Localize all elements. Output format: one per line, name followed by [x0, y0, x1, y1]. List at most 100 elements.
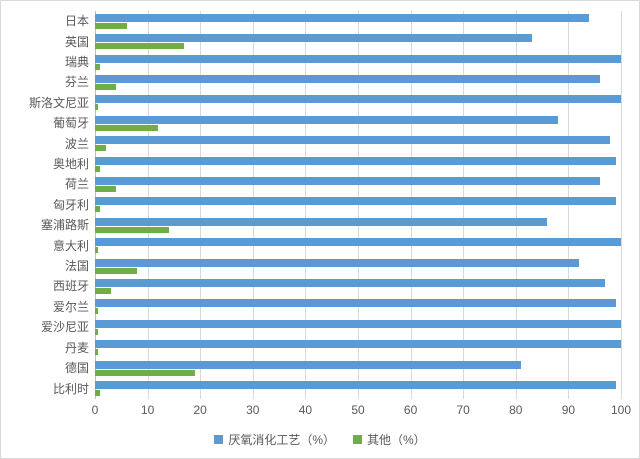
bar-group: [95, 54, 621, 70]
bar-series-0: [95, 13, 590, 22]
legend-swatch-icon: [214, 434, 224, 444]
bar-series-1: [95, 369, 195, 376]
bar-series-0: [95, 319, 621, 328]
y-axis: 日本英国瑞典芬兰斯洛文尼亚葡萄牙波兰奥地利荷兰匈牙利塞浦路斯意大利法国西班牙爱尔…: [9, 11, 95, 399]
bar-series-1: [95, 124, 159, 131]
bar-series-0: [95, 176, 600, 185]
legend: 厌氧消化工艺（%） 其他（%）: [1, 420, 639, 458]
bar-group: [95, 319, 621, 335]
y-axis-label: 葡萄牙: [52, 116, 89, 131]
bar-group: [95, 156, 621, 172]
y-axis-label: 法国: [64, 259, 89, 274]
bar-series-0: [95, 156, 616, 165]
bar-series-1: [95, 328, 98, 335]
bar-group: [95, 74, 621, 90]
x-axis-label: 80: [509, 403, 523, 417]
bar-group: [95, 360, 621, 376]
bar-group: [95, 340, 621, 356]
bar-series-0: [95, 360, 522, 369]
bar-rows: [95, 11, 621, 399]
bar-series-0: [95, 381, 616, 390]
bar-group: [95, 217, 621, 233]
bar-series-1: [95, 63, 101, 70]
bar-series-0: [95, 95, 621, 104]
bar-series-0: [95, 34, 532, 43]
bar-group: [95, 176, 621, 192]
y-axis-label: 荷兰: [64, 177, 89, 192]
bar-series-0: [95, 278, 606, 287]
legend-item-0: 厌氧消化工艺（%）: [214, 431, 335, 448]
y-axis-label: 波兰: [64, 136, 89, 151]
y-axis-label: 西班牙: [52, 279, 89, 294]
bar-group: [95, 34, 621, 50]
bar-series-1: [95, 247, 98, 254]
bar-series-1: [95, 165, 101, 172]
bar-series-1: [95, 226, 169, 233]
x-axis-label: 20: [193, 403, 207, 417]
bar-group: [95, 238, 621, 254]
x-axis-label: 30: [246, 403, 260, 417]
bar-series-0: [95, 340, 621, 349]
bar-series-0: [95, 54, 621, 63]
bar-series-1: [95, 145, 106, 152]
y-axis-label: 匈牙利: [52, 197, 89, 212]
x-axis: 0 10 20 30 40 50 60 70 80 90 100: [91, 403, 631, 420]
y-axis-label: 德国: [64, 361, 89, 376]
x-axis-label: 10: [140, 403, 155, 417]
legend-swatch-icon: [353, 434, 362, 444]
x-axis-label: 40: [298, 403, 313, 417]
bar-group: [95, 115, 621, 131]
bar-series-0: [95, 299, 616, 308]
bar-group: [95, 95, 621, 111]
y-axis-label: 爱尔兰: [52, 299, 89, 314]
y-axis-label: 斯洛文尼亚: [28, 95, 89, 110]
bar-series-0: [95, 136, 611, 145]
bar-series-1: [95, 83, 117, 90]
bar-group: [95, 13, 621, 29]
x-axis-label: 50: [351, 403, 365, 417]
y-axis-label: 英国: [64, 34, 89, 49]
bar-series-0: [95, 258, 579, 267]
x-axis-label: 70: [456, 403, 470, 417]
bar-series-1: [95, 349, 98, 356]
bar-series-0: [95, 197, 616, 206]
bar-series-0: [95, 115, 558, 124]
bar-group: [95, 381, 621, 397]
gridline: [621, 11, 622, 399]
chart-body: 日本英国瑞典芬兰斯洛文尼亚葡萄牙波兰奥地利荷兰匈牙利塞浦路斯意大利法国西班牙爱尔…: [1, 1, 639, 399]
legend-label: 其他（%）: [367, 432, 426, 447]
bar-series-1: [95, 206, 101, 213]
y-axis-label: 瑞典: [64, 55, 89, 70]
bar-series-0: [95, 238, 621, 247]
y-axis-label: 塞浦路斯: [40, 218, 89, 233]
x-axis-label: 90: [561, 403, 576, 417]
legend-label: 厌氧消化工艺（%）: [228, 432, 335, 447]
bar-group: [95, 136, 621, 152]
bar-group: [95, 258, 621, 274]
bar-series-1: [95, 43, 185, 50]
bar-series-0: [95, 74, 600, 83]
bar-group: [95, 278, 621, 294]
y-axis-label: 丹麦: [64, 340, 89, 355]
y-axis-label: 爱沙尼亚: [40, 320, 89, 335]
y-axis-label: 意大利: [52, 238, 89, 253]
y-axis-label: 日本: [64, 14, 89, 29]
bar-series-1: [95, 104, 98, 111]
bar-series-0: [95, 217, 548, 226]
y-axis-label: 芬兰: [64, 75, 89, 90]
bar-series-1: [95, 287, 111, 294]
x-axis-label: 60: [403, 403, 418, 417]
bar-series-1: [95, 22, 127, 29]
x-axis-label: 0: [91, 403, 99, 417]
bar-group: [95, 299, 621, 315]
bar-group: [95, 197, 621, 213]
legend-item-1: 其他（%）: [353, 431, 426, 448]
x-axis-label: 100: [610, 403, 632, 417]
y-axis-label: 比利时: [52, 381, 89, 396]
bar-series-1: [95, 267, 138, 274]
bar-series-1: [95, 390, 101, 397]
plot-area: [95, 11, 622, 399]
y-axis-label: 奥地利: [52, 157, 89, 172]
bar-series-1: [95, 185, 117, 192]
